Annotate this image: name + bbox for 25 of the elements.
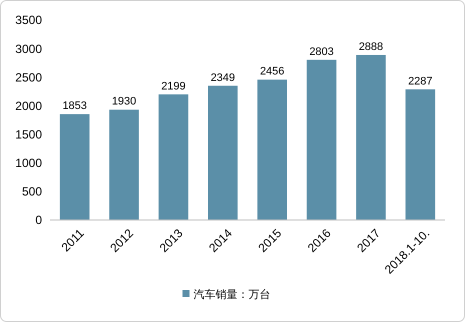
bar <box>406 89 436 220</box>
data-label: 2888 <box>358 40 384 53</box>
bar <box>356 54 386 220</box>
data-label: 2199 <box>161 80 186 92</box>
data-label: 2287 <box>408 75 433 88</box>
bar <box>109 110 139 220</box>
legend-label: 汽车销量：万台 <box>194 288 270 301</box>
bar <box>306 60 336 220</box>
y-tick-label: 0 <box>35 213 42 228</box>
data-label: 1853 <box>62 100 87 112</box>
data-label: 2803 <box>309 46 334 58</box>
y-tick-label: 3500 <box>15 13 42 28</box>
y-tick-label: 2500 <box>15 70 42 84</box>
data-label: 2349 <box>210 72 236 84</box>
y-tick-label: 1500 <box>15 127 42 142</box>
bar <box>257 80 287 220</box>
bar <box>208 86 238 220</box>
bar <box>158 94 188 220</box>
data-label: 1930 <box>112 96 136 108</box>
y-tick-label: 3000 <box>15 42 42 56</box>
y-tick-label: 2000 <box>15 98 42 113</box>
y-tick-label: 1000 <box>15 156 42 170</box>
bar <box>60 114 90 220</box>
y-tick-label: 500 <box>22 184 42 199</box>
data-label: 2456 <box>260 66 284 78</box>
